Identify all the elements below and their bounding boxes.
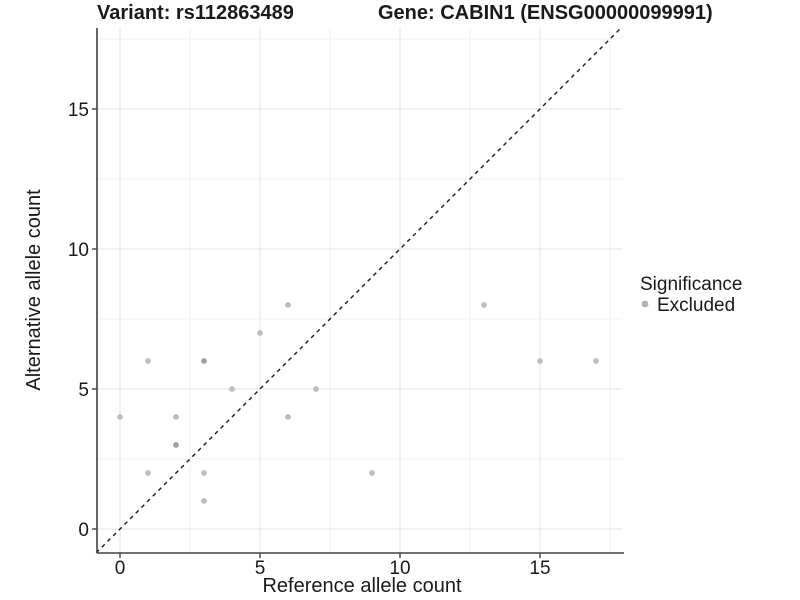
- data-point: [229, 386, 235, 392]
- data-point: [285, 302, 291, 308]
- data-point: [369, 470, 375, 476]
- data-point: [201, 358, 207, 364]
- data-point: [537, 358, 543, 364]
- data-point: [173, 414, 179, 420]
- data-point: [257, 330, 263, 336]
- legend: Significance Excluded: [640, 274, 742, 316]
- data-points: [117, 302, 599, 504]
- data-point: [201, 470, 207, 476]
- identity-line: [95, 27, 622, 554]
- data-point: [145, 470, 151, 476]
- data-point: [593, 358, 599, 364]
- legend-title: Significance: [640, 274, 742, 295]
- y-tick-label: 5: [78, 380, 89, 401]
- gridlines-major: [97, 28, 622, 553]
- plot-title-variant: Variant: rs112863489: [97, 2, 294, 24]
- x-tick-label: 0: [115, 558, 126, 579]
- data-point: [201, 498, 207, 504]
- legend-item-label: Excluded: [657, 295, 735, 316]
- gridlines-minor: [97, 28, 622, 553]
- identity-dashed-line: [95, 27, 622, 554]
- axis-lines: [96, 28, 624, 554]
- y-tick-label: 0: [78, 520, 89, 541]
- data-point: [481, 302, 487, 308]
- data-point: [145, 358, 151, 364]
- axis-tick-labels: 0 5 10 15 0 5 10 15: [68, 100, 551, 579]
- y-tick-label: 10: [68, 240, 89, 261]
- x-tick-label: 10: [389, 558, 410, 579]
- data-point: [285, 414, 291, 420]
- data-point: [117, 414, 123, 420]
- data-point: [313, 386, 319, 392]
- plot-title-gene: Gene: CABIN1 (ENSG00000099991): [378, 2, 713, 24]
- x-tick-label: 5: [255, 558, 266, 579]
- x-tick-label: 15: [529, 558, 550, 579]
- x-axis-label: Reference allele count: [262, 575, 461, 597]
- legend-point-icon: [641, 300, 649, 308]
- y-axis-label: Alternative allele count: [23, 189, 45, 391]
- legend-item-excluded: Excluded: [641, 295, 735, 316]
- y-tick-label: 15: [68, 100, 89, 121]
- data-point: [173, 442, 179, 448]
- plot-panel: [97, 28, 622, 553]
- axis-ticks: [92, 108, 541, 558]
